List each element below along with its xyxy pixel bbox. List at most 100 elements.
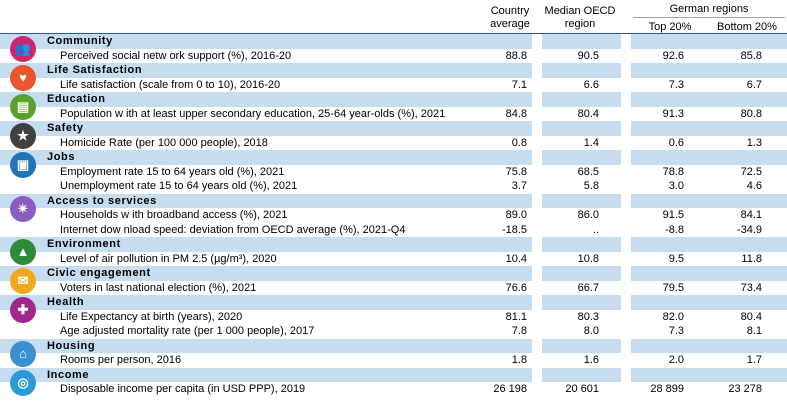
category-label: Jobs: [47, 151, 76, 163]
indicator-value: 76.6: [505, 281, 527, 294]
indicator-value: 88.8: [505, 49, 527, 62]
indicator-label: Voters in last national election (%), 20…: [60, 281, 257, 294]
column-gap: [621, 266, 631, 281]
column-gap: [621, 150, 631, 165]
indicator-value: 5.8: [583, 180, 599, 192]
indicator-label: Disposable income per capita (in USD PPP…: [60, 383, 306, 395]
indicator-value: 26 198: [493, 383, 527, 395]
category-row: Safety: [0, 121, 787, 136]
column-gap: [532, 237, 542, 252]
indicator-value: 80.4: [740, 310, 762, 323]
category-label: Income: [47, 368, 90, 381]
walker-icon: ★: [10, 123, 36, 149]
cross-icon: ✚: [10, 297, 36, 323]
indicator-value: 6.6: [583, 78, 599, 91]
briefcase-icon: ▣: [10, 152, 36, 178]
indicator-row: Employment rate 15 to 64 years old (%), …: [0, 165, 787, 180]
indicator-row: Households w ith broadband access (%), 2…: [0, 208, 787, 223]
indicator-row: Homicide Rate (per 100 000 people), 2018…: [0, 136, 787, 151]
indicator-value: 1.6: [583, 354, 599, 366]
tree-icon: ▲: [10, 239, 36, 265]
indicator-label: Unemployment rate 15 to 64 years old (%)…: [60, 180, 298, 192]
category-row: Civic engagement: [0, 266, 787, 281]
indicator-value: 66.7: [577, 281, 599, 294]
indicator-value: 68.5: [577, 165, 599, 178]
column-gap: [621, 63, 631, 78]
indicator-value: 80.8: [740, 107, 762, 120]
indicator-value: 7.3: [668, 325, 684, 337]
indicator-value: 1.4: [583, 136, 599, 149]
indicator-row: Internet dow nload speed: deviation from…: [0, 223, 787, 238]
indicator-label: Age adjusted mortality rate (per 1 000 p…: [60, 325, 315, 337]
indicator-label: Internet dow nload speed: deviation from…: [60, 223, 406, 236]
column-gap: [532, 92, 542, 107]
indicator-value: 6.7: [746, 78, 762, 91]
indicator-row: Level of air pollution in PM 2.5 (µg/m³)…: [0, 252, 787, 267]
indicator-row: Unemployment rate 15 to 64 years old (%)…: [0, 179, 787, 194]
column-gap: [532, 193, 542, 208]
indicator-value: 0.8: [511, 136, 527, 149]
indicator-row: Age adjusted mortality rate (per 1 000 p…: [0, 324, 787, 339]
category-label: Environment: [47, 238, 121, 250]
column-gap: [532, 34, 542, 49]
indicator-label: Rooms per person, 2016: [60, 354, 182, 366]
indicator-value: 0.6: [668, 136, 684, 149]
indicator-value: 2.0: [668, 354, 684, 366]
indicator-value: 20 601: [565, 383, 599, 395]
indicator-label: Households w ith broadband access (%), 2…: [60, 209, 288, 221]
indicator-value: 86.0: [577, 209, 599, 221]
indicator-row: Disposable income per capita (in USD PPP…: [0, 382, 787, 397]
coins-icon: ◎: [10, 369, 36, 396]
category-label: Safety: [47, 122, 84, 134]
envelope-icon: ✉: [10, 268, 36, 294]
category-label: Housing: [47, 339, 96, 352]
indicator-value: 92.6: [662, 49, 684, 62]
column-group-german-regions: German regions: [669, 3, 749, 15]
indicator-value: 7.1: [511, 78, 527, 91]
indicator-row: Voters in last national election (%), 20…: [0, 281, 787, 296]
indicator-value: 8.0: [583, 325, 599, 337]
category-label: Civic engagement: [47, 267, 151, 279]
indicator-value: 11.8: [741, 252, 762, 265]
indicator-value: 84.1: [740, 209, 762, 221]
category-label: Health: [47, 296, 85, 308]
category-row: Housing: [0, 338, 787, 353]
column-gap: [621, 121, 631, 136]
category-row: Community: [0, 34, 787, 49]
indicator-value: ..: [592, 223, 599, 236]
column-gap: [621, 92, 631, 107]
indicator-row: Population w ith at least upper secondar…: [0, 107, 787, 122]
indicator-value: 84.8: [505, 107, 527, 120]
column-header-median-oecd: Median OECD region: [544, 5, 616, 30]
indicator-label: Perceived social netw ork support (%), 2…: [60, 49, 292, 62]
column-gap: [621, 367, 631, 382]
indicator-row: Perceived social netw ork support (%), 2…: [0, 49, 787, 64]
indicator-value: 3.0: [668, 180, 684, 192]
book-icon: ▤: [10, 94, 36, 120]
house-icon: ⌂: [10, 340, 36, 367]
indicator-value: 28 899: [650, 383, 684, 395]
indicator-value: 7.8: [511, 325, 527, 337]
column-header-bottom-20: Bottom 20%: [717, 21, 777, 33]
indicator-value: 10.4: [505, 252, 527, 265]
category-row: Access to services: [0, 193, 787, 208]
indicator-row: Rooms per person, 2016 1.8 1.6 2.0 1.7: [0, 353, 787, 368]
column-gap: [621, 295, 631, 310]
header-rule: [0, 33, 787, 34]
indicator-value: 80.3: [577, 310, 599, 323]
indicator-value: 3.7: [511, 180, 527, 192]
category-label: Life Satisfaction: [47, 64, 143, 76]
indicator-value: 73.4: [740, 281, 762, 294]
indicator-value: 91.5: [662, 209, 684, 221]
column-gap: [532, 367, 542, 382]
community-icon: 👥: [10, 36, 36, 62]
category-label: Access to services: [47, 194, 157, 207]
indicator-value: -8.8: [665, 223, 684, 236]
indicator-label: Level of air pollution in PM 2.5 (µg/m³)…: [60, 252, 277, 265]
category-row: Health: [0, 295, 787, 310]
indicator-value: 10.8: [577, 252, 599, 265]
indicator-value: 75.8: [505, 165, 527, 178]
indicator-label: Homicide Rate (per 100 000 people), 2018: [60, 136, 268, 149]
indicator-value: 89.0: [505, 209, 527, 221]
column-header-top-20: Top 20%: [648, 21, 692, 33]
